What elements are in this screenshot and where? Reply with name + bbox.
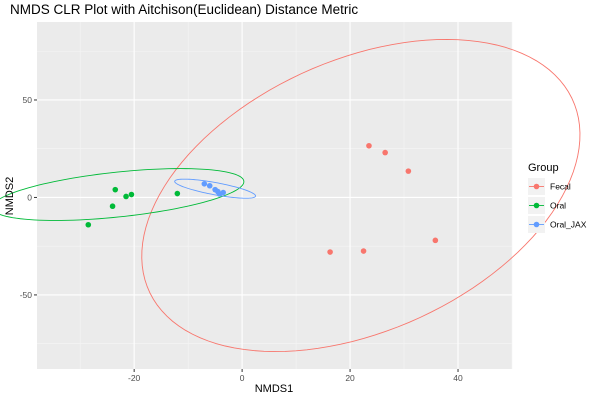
y-tick-label: 0 [27, 192, 32, 202]
x-axis-ticks: -20 0 20 40 [128, 369, 463, 383]
legend-key-point [533, 183, 540, 190]
point-oral_jax [206, 182, 213, 189]
x-tick-label: 0 [240, 373, 245, 383]
legend: Group Fecal Oral Oral_JAX [528, 162, 587, 233]
ellipse-oral_jax [174, 178, 257, 199]
point-fecal [405, 168, 412, 174]
point-oral_jax [201, 181, 208, 187]
point-oral [123, 193, 129, 200]
ellipse-oral [0, 168, 245, 221]
point-fecal [327, 249, 333, 255]
point-fecal [432, 237, 439, 244]
point-oral [128, 191, 135, 198]
point-fecal [382, 149, 388, 156]
legend-label-oral_jax: Oral_JAX [550, 220, 587, 230]
point-oral [109, 203, 116, 210]
y-tick-label: 50 [23, 95, 33, 105]
legend-title: Group [528, 162, 559, 174]
point-oral_jax [216, 191, 223, 197]
plot-panel [0, 22, 581, 369]
point-oral [85, 221, 92, 228]
legend-key-point [533, 202, 540, 209]
x-tick-label: 20 [345, 373, 355, 383]
legend-label-fecal: Fecal [550, 182, 571, 192]
confidence-ellipses [0, 38, 581, 353]
data-points [85, 142, 439, 255]
legend-key-point [533, 221, 540, 228]
gridlines [37, 22, 513, 369]
chart-title: NMDS CLR Plot with Aitchison(Euclidean) … [10, 2, 358, 17]
x-tick-label: 40 [453, 373, 463, 383]
point-fecal [366, 142, 372, 149]
ellipse-fecal [141, 38, 581, 353]
plot-panel-background [37, 22, 512, 369]
y-axis-title: NMDS2 [4, 177, 16, 216]
point-oral [112, 186, 119, 193]
point-fecal [360, 248, 367, 254]
legend-label-oral: Oral [550, 201, 566, 211]
y-tick-label: -50 [20, 290, 33, 300]
x-axis-title: NMDS1 [255, 383, 294, 395]
y-axis-ticks: -50 0 50 [20, 95, 37, 300]
x-tick-label: -20 [128, 373, 141, 383]
point-oral [174, 190, 181, 197]
